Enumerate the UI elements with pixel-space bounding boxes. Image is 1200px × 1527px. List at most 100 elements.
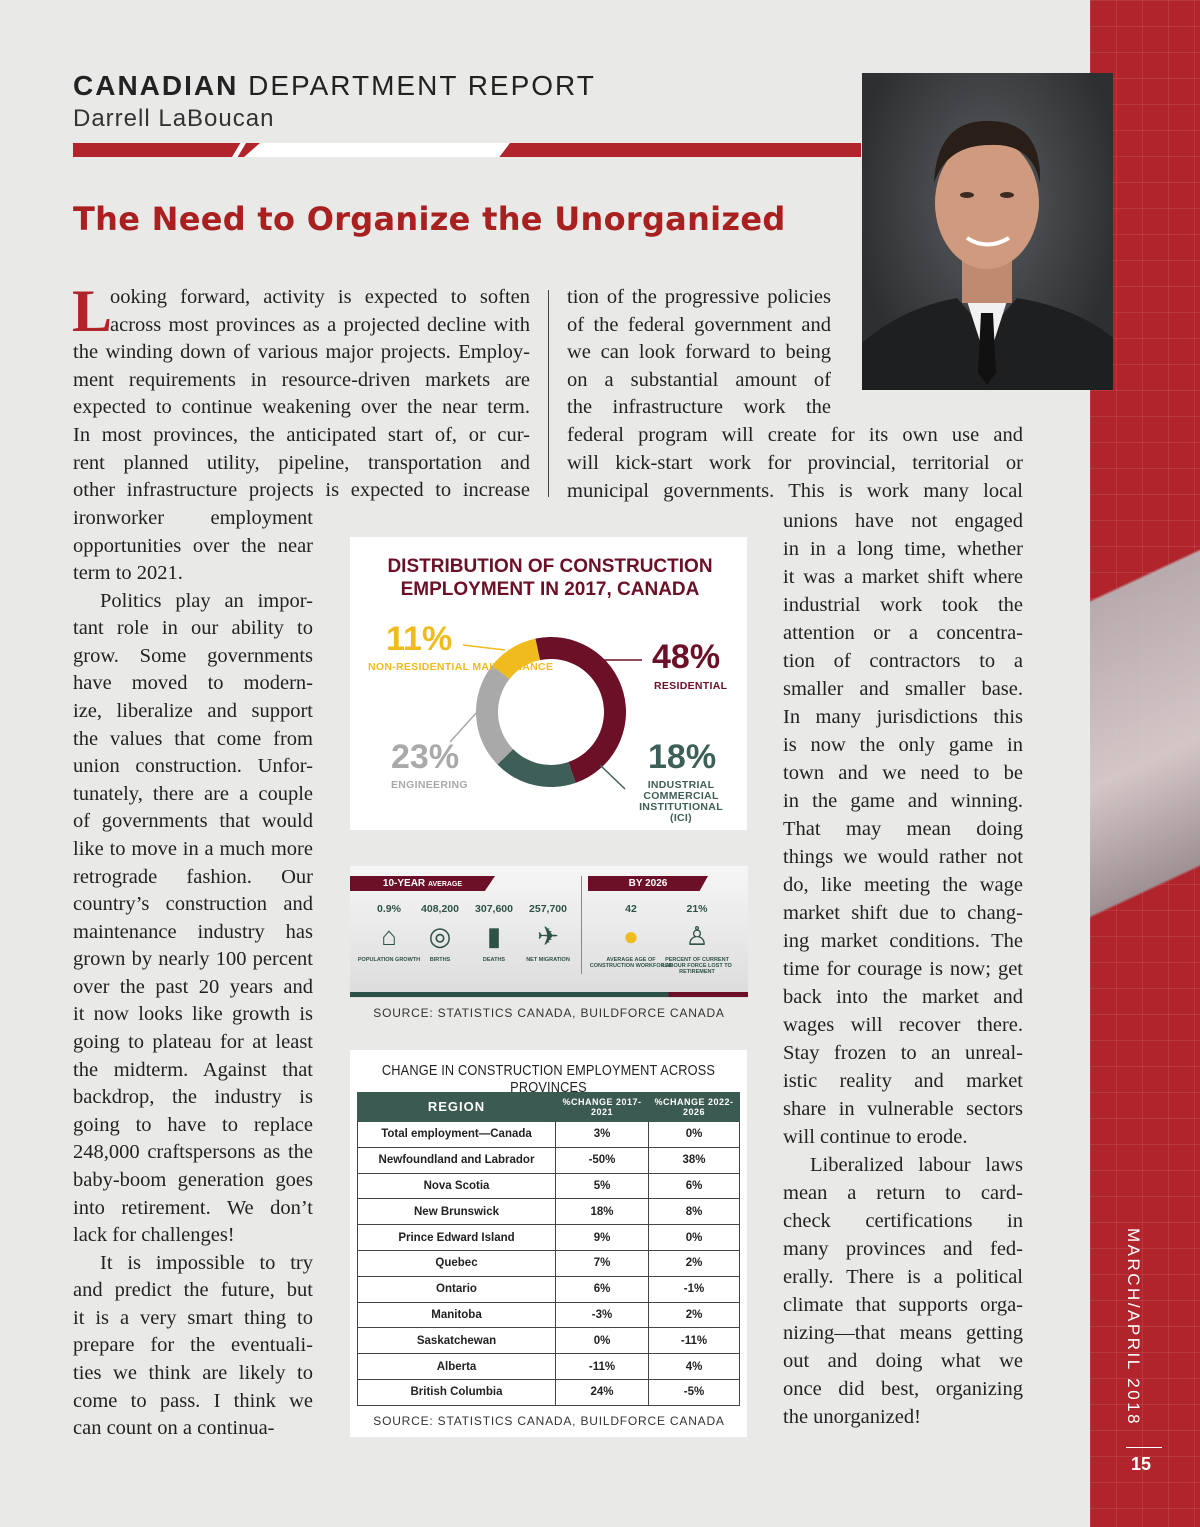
- table-source: SOURCE: STATISTICS CANADA, BUILDFORCE CA…: [373, 1414, 725, 1428]
- label-engineering: ENGINEERING: [391, 779, 468, 791]
- table-cell: 38%: [648, 1146, 740, 1174]
- text-line: across most provinces as a projected dec…: [110, 313, 530, 336]
- text-line: Politics play an impor-: [100, 589, 313, 612]
- table-row: Alberta -11% 4%: [357, 1353, 740, 1380]
- section-header-rest: DEPARTMENT REPORT: [238, 70, 596, 101]
- text-line: mean a return to card-: [783, 1182, 1023, 1204]
- text-line: will kick-start work for provincial, ter…: [567, 452, 1023, 474]
- table-cell: Saskatchewan: [357, 1327, 556, 1355]
- table-cell: -11%: [555, 1353, 649, 1380]
- ten-year-banner: 10-YEAR AVERAGE: [350, 876, 495, 891]
- banner-label: 10-YEAR: [382, 878, 426, 889]
- text-line: municipal governments. This is work many…: [567, 480, 1023, 502]
- rule-gap: [244, 143, 510, 157]
- column-header: REGION: [357, 1092, 556, 1122]
- label-residential-pct: 48%: [652, 638, 721, 676]
- house-family-icon: ⌂: [381, 922, 397, 951]
- text-line: of governments that would: [73, 810, 313, 833]
- author-photo: [862, 73, 1113, 390]
- leader-line: [462, 644, 506, 651]
- table-cell: 0%: [648, 1121, 740, 1148]
- text-line: we can look forward to being: [567, 341, 831, 364]
- text-line: term to 2021.: [73, 562, 183, 585]
- text-line: once did best, organizing: [783, 1378, 1023, 1400]
- text-line: in the game and winning.: [783, 790, 1023, 812]
- donut-chart: [449, 637, 642, 790]
- table-cell: British Columbia: [357, 1378, 556, 1406]
- donut-slice: [535, 637, 626, 783]
- text-line: check certifications in: [783, 1210, 1023, 1232]
- column-header: %CHANGE 2017-2021: [555, 1092, 649, 1122]
- table-cell: -5%: [648, 1378, 740, 1406]
- text-line: share in vulnerable sectors: [783, 1098, 1023, 1120]
- table-cell: 9%: [555, 1224, 649, 1251]
- text-line: ize, liberalize and support: [73, 700, 313, 723]
- text-line: maintenance industry has: [73, 920, 313, 943]
- stat-value: 0.9%: [377, 903, 401, 915]
- table-row: Quebec 7% 2%: [357, 1249, 740, 1277]
- text-line: back into the market and: [783, 986, 1023, 1008]
- text-line: istic reality and market: [783, 1070, 1023, 1092]
- text-line: Stay frozen to an unreal-: [783, 1042, 1023, 1064]
- table-cell: New Brunswick: [357, 1198, 556, 1226]
- table-row: Saskatchewan 0% -11%: [357, 1327, 740, 1355]
- text-line: ironworker employment: [73, 507, 313, 529]
- text-line: grown by nearly 100 percent: [73, 948, 313, 971]
- section-header-bold: CANADIAN: [73, 70, 239, 101]
- table-cell: -50%: [555, 1146, 649, 1174]
- text-line: smaller and smaller base.: [783, 678, 1023, 700]
- table-row: Ontario 6% -1%: [357, 1275, 740, 1303]
- stat-label: DEATHS: [482, 957, 506, 963]
- donut-slice: [476, 665, 514, 765]
- text-line: can count on a continua-: [73, 1417, 275, 1440]
- text-line: town and we need to be: [783, 762, 1023, 784]
- table-row: Newfoundland and Labrador -50% 38%: [357, 1146, 740, 1174]
- table-cell: Total employment—Canada: [357, 1121, 556, 1148]
- table-cell: 2%: [648, 1249, 740, 1277]
- text-line: ooking forward, activity is expected to …: [110, 286, 530, 308]
- stat-value: 408,200: [421, 903, 459, 915]
- table-row: Manitoba -3% 2%: [357, 1301, 740, 1329]
- table-row: Prince Edward Island 9% 0%: [357, 1224, 740, 1251]
- table-row: Total employment—Canada 3% 0%: [357, 1121, 740, 1148]
- table-cell: 18%: [555, 1198, 649, 1226]
- tombstone-icon: ▮: [486, 922, 502, 951]
- leader-line: [449, 711, 478, 743]
- airplane-icon: ✈: [537, 922, 559, 951]
- text-line: ing market conditions. The: [783, 930, 1023, 952]
- text-line: many provinces and fed-: [783, 1238, 1023, 1260]
- table-cell: 0%: [555, 1327, 649, 1355]
- text-line: tion of the progressive policies: [567, 286, 831, 308]
- table-cell: 2%: [648, 1301, 740, 1329]
- provinces-table: REGION %CHANGE 2017-2021 %CHANGE 2022-20…: [357, 1092, 740, 1406]
- stat-value: 257,700: [529, 903, 567, 915]
- text-line: 248,000 craftspersons as the: [73, 1141, 313, 1164]
- text-line: wages will recover there.: [783, 1014, 1023, 1036]
- label-maintenance: NON-RESIDENTIAL MAINTENANCE: [368, 661, 554, 673]
- demographics-infographic: 10-YEAR AVERAGE BY 2026 0.9% ⌂ POPULATION …: [350, 866, 748, 998]
- text-line: it now looks like growth is: [73, 1003, 313, 1026]
- text-line: come to pass. I think we: [73, 1389, 313, 1412]
- stat-label: PERCENT OF CURRENT LABOUR FORCE LOST TO …: [662, 957, 732, 975]
- stat-value: 307,600: [475, 903, 513, 915]
- table-cell: 3%: [555, 1121, 649, 1148]
- text-line: into retirement. We don’t: [73, 1196, 313, 1219]
- leader-line: [599, 764, 626, 790]
- label-residential: RESIDENTIAL: [654, 680, 728, 692]
- text-line: it was a market shift where: [783, 566, 1023, 588]
- table-row: Nova Scotia 5% 6%: [357, 1172, 740, 1200]
- text-line: have moved to modern-: [73, 672, 313, 695]
- table-row: New Brunswick 18% 8%: [357, 1198, 740, 1226]
- text-line: out and doing what we: [783, 1350, 1023, 1372]
- section-header: CANADIAN DEPARTMENT REPORT: [73, 70, 596, 102]
- article-title: The Need to Organize the Unorganized: [73, 200, 786, 238]
- table-cell: Ontario: [357, 1275, 556, 1303]
- text-line: climate that supports orga-: [783, 1294, 1023, 1316]
- text-line: erally. There is a political: [783, 1266, 1023, 1288]
- text-line: baby-boom generation goes: [73, 1168, 313, 1191]
- infographic-divider: [581, 876, 582, 974]
- table-cell: 5%: [555, 1172, 649, 1200]
- donut-slice: [492, 638, 540, 680]
- stat-label: AVERAGE AGE OF CONSTRUCTION WORKFORCE: [589, 957, 673, 969]
- text-line: grow. Some governments: [73, 644, 313, 667]
